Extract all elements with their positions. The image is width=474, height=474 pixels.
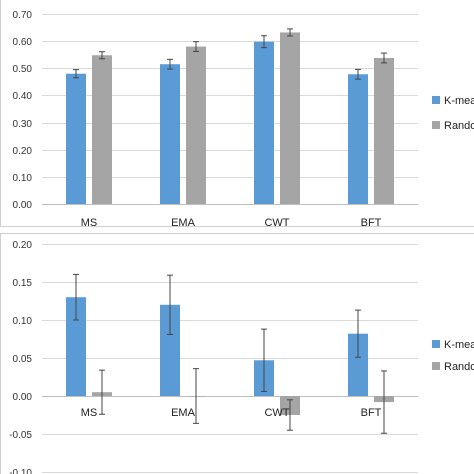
x-category-label: MS bbox=[81, 217, 98, 229]
y-tick-label: 0.30 bbox=[13, 119, 33, 130]
bar-rando-cwt bbox=[280, 32, 300, 205]
bar-rando-bft bbox=[374, 57, 394, 204]
x-category-label: BFT bbox=[361, 217, 382, 229]
bar-k-mea-ms bbox=[66, 73, 86, 204]
y-tick-label: 0.50 bbox=[13, 64, 33, 75]
bar-k-mea-ema bbox=[160, 304, 180, 396]
y-tick-label: 0.60 bbox=[13, 37, 33, 48]
bar-k-mea-ema bbox=[160, 64, 180, 204]
bottom-chart-panel: -0.10 -0.05 0.00 0.05 0.10 0.15 0.20 MS EMA CWT BF… bbox=[0, 233, 474, 474]
panel-border bbox=[0, 233, 474, 474]
y-tick-label: 0.10 bbox=[13, 316, 33, 327]
legend-label: Rando bbox=[444, 120, 474, 132]
bar-k-mea-cwt bbox=[254, 41, 274, 204]
top-chart-panel: 0.00 0.10 0.20 0.30 0.40 0.50 0.60 0.70 MS EMA CWT… bbox=[0, 0, 474, 229]
y-tick-label: -0.10 bbox=[9, 468, 32, 474]
legend-label: K-mea bbox=[444, 95, 474, 107]
x-category-label: CWT bbox=[264, 217, 289, 229]
bar-rando-ms bbox=[92, 55, 112, 204]
y-tick-label: -0.05 bbox=[9, 430, 32, 441]
y-tick-label: 0.15 bbox=[13, 278, 33, 289]
x-category-label: BFT bbox=[361, 407, 382, 419]
y-tick-label: 0.20 bbox=[13, 146, 33, 157]
y-tick-label: 0.00 bbox=[13, 200, 33, 211]
y-tick-label: 0.10 bbox=[13, 173, 33, 184]
legend-swatch bbox=[432, 121, 440, 129]
bar-k-mea-bft bbox=[348, 74, 368, 204]
legend-swatch bbox=[432, 340, 440, 348]
legend-label: Rando bbox=[444, 361, 474, 373]
x-category-label: CWT bbox=[264, 407, 289, 419]
legend-swatch bbox=[432, 96, 440, 104]
bar-k-mea-ms bbox=[66, 297, 86, 396]
panel-border bbox=[0, 0, 474, 227]
bar-k-mea-bft bbox=[348, 333, 368, 396]
y-tick-label: 0.20 bbox=[13, 240, 33, 251]
x-category-label: EMA bbox=[171, 407, 196, 419]
y-tick-label: 0.70 bbox=[13, 10, 33, 21]
legend-swatch bbox=[432, 362, 440, 370]
legend-label: K-mea bbox=[444, 339, 474, 351]
x-category-label: MS bbox=[81, 407, 98, 419]
y-tick-label: 0.40 bbox=[13, 91, 33, 102]
y-tick-label: 0.05 bbox=[13, 354, 33, 365]
bar-rando-ema bbox=[186, 46, 206, 205]
y-tick-label: 0.00 bbox=[13, 392, 33, 403]
x-category-label: EMA bbox=[171, 217, 196, 229]
